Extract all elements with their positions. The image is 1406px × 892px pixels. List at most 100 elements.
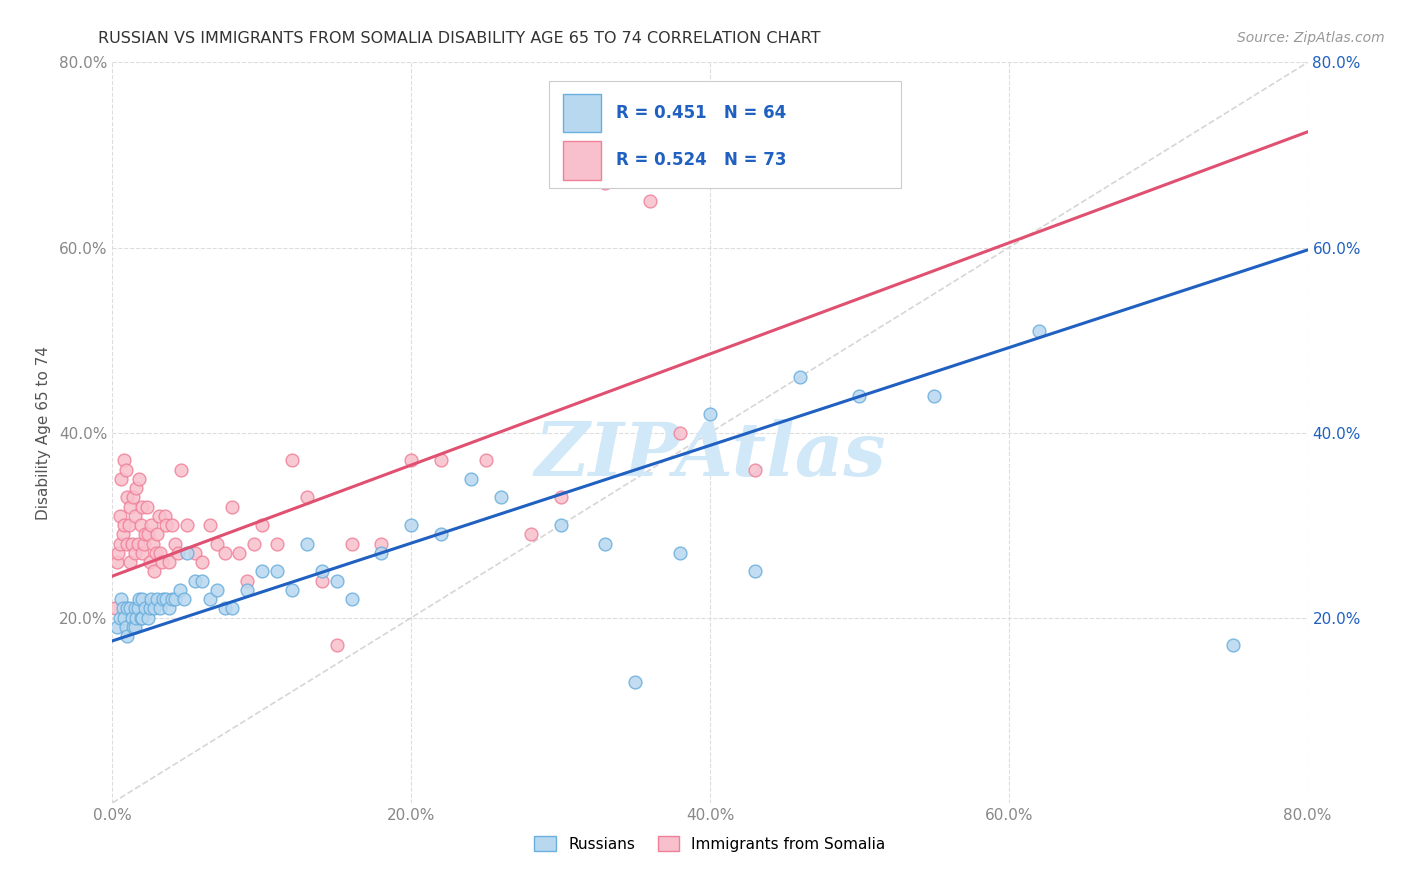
Point [105,555,128,569]
Point [128,472,150,486]
Point [127,536,149,550]
Point [430,527,453,541]
Point [157,555,180,569]
Point [117,601,139,615]
Point [221,601,243,615]
Text: ZIPAtlas: ZIPAtlas [534,418,886,491]
Point [228,546,250,560]
Point [134,527,156,541]
Point [266,565,288,579]
Legend: Russians, Immigrants from Somalia: Russians, Immigrants from Somalia [529,830,891,858]
Point [114,610,135,624]
Point [281,582,304,597]
Point [120,601,142,615]
Point [143,601,166,615]
Point [142,536,165,550]
Point [922,388,945,402]
Point [146,592,169,607]
Point [173,592,195,607]
Point [595,176,617,190]
Point [148,508,170,523]
Point [122,491,145,505]
Point [139,555,162,569]
Point [121,536,143,550]
Point [250,518,273,533]
Point [243,536,266,550]
Bar [562,141,602,179]
Point [115,462,138,476]
Point [134,601,156,615]
Point [214,546,236,560]
Point [250,565,273,579]
Point [110,592,132,607]
Point [699,407,721,421]
Point [236,574,259,588]
Point [125,610,148,624]
Point [669,425,692,440]
Point [120,500,142,514]
Point [105,620,128,634]
Point [744,462,766,476]
Point [1028,324,1050,338]
Text: R = 0.524   N = 73: R = 0.524 N = 73 [616,152,786,169]
Point [475,453,498,467]
Point [176,546,198,560]
Point [139,601,162,615]
Point [183,546,205,560]
Point [221,500,243,514]
Point [117,491,139,505]
Point [214,601,236,615]
Point [162,592,183,607]
Point [165,536,187,550]
Point [143,565,166,579]
Point [311,574,333,588]
Point [132,536,155,550]
Point [157,601,180,615]
Point [340,592,363,607]
Text: R = 0.451   N = 64: R = 0.451 N = 64 [616,104,786,122]
Point [131,546,153,560]
Point [124,508,146,523]
Point [124,620,146,634]
Point [121,610,143,624]
Point [124,601,146,615]
Point [165,592,187,607]
Point [146,527,169,541]
Point [550,518,572,533]
Point [129,518,152,533]
Point [595,536,617,550]
Point [311,565,333,579]
Point [152,592,174,607]
Point [162,518,183,533]
Point [118,518,141,533]
Point [141,518,163,533]
Point [325,574,347,588]
Point [122,620,145,634]
Bar [562,94,602,133]
Point [155,518,177,533]
Point [1222,639,1244,653]
Point [295,536,318,550]
Point [131,500,153,514]
Point [370,546,392,560]
Y-axis label: Disability Age 65 to 74: Disability Age 65 to 74 [35,345,51,520]
Point [135,500,157,514]
Point [114,518,135,533]
Point [128,592,150,607]
Point [370,536,392,550]
Point [107,546,129,560]
Point [114,453,135,467]
Point [205,536,228,550]
Point [699,148,721,162]
Point [138,527,160,541]
Point [153,508,176,523]
Point [191,574,214,588]
Point [110,472,132,486]
Point [198,592,221,607]
Point [127,601,149,615]
Point [640,194,662,209]
Point [131,610,153,624]
Point [744,565,766,579]
Point [149,601,172,615]
Point [176,518,198,533]
